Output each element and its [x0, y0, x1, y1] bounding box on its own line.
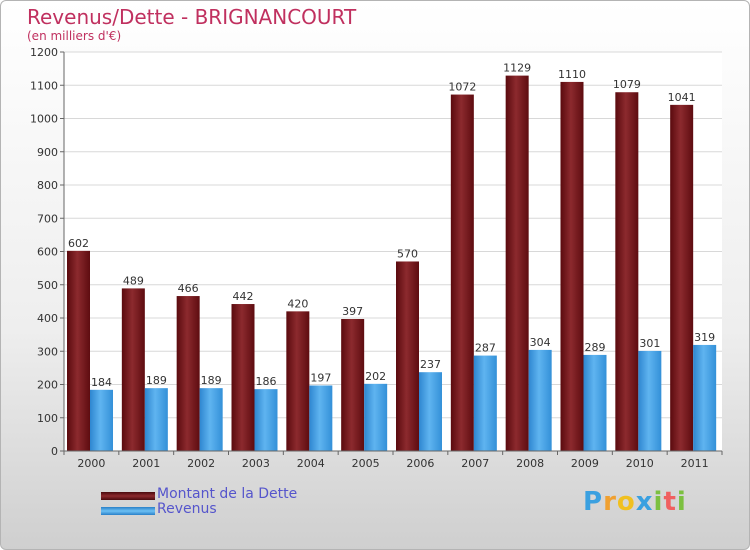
y-tick-label: 1200: [30, 46, 58, 59]
bar-dette: [341, 318, 365, 451]
legend-swatch-debt: [101, 492, 155, 500]
value-label-revenus: 304: [530, 336, 551, 349]
value-label-revenus: 237: [420, 358, 441, 371]
y-tick-label: 1000: [30, 113, 58, 126]
x-tick-label: 2006: [406, 457, 434, 470]
bar-dette: [396, 261, 419, 451]
x-tick-label: 2002: [187, 457, 215, 470]
y-tick-label: 600: [37, 246, 58, 259]
x-tick-label: 2010: [626, 457, 654, 470]
x-tick-label: 2011: [681, 457, 709, 470]
x-tick-label: 2004: [297, 457, 325, 470]
chart-title: Revenus/Dette - BRIGNANCOURT: [27, 5, 357, 29]
logo-letter: i: [653, 487, 664, 517]
y-tick-label: 1100: [30, 79, 58, 92]
logo-letter: t: [663, 487, 677, 517]
bar-dette: [450, 94, 474, 451]
bar-revenus: [90, 389, 113, 451]
legend-swatch-revenus: [101, 507, 155, 515]
value-label-revenus: 289: [585, 341, 606, 354]
chart-subtitle: (en milliers d'€): [27, 29, 122, 43]
y-tick-label: 800: [37, 179, 58, 192]
x-tick-label: 2007: [461, 457, 489, 470]
y-tick-label: 200: [37, 379, 58, 392]
logo-letter: i: [676, 487, 687, 517]
y-tick-label: 100: [37, 412, 58, 425]
bar-dette: [176, 296, 200, 451]
bar-revenus: [473, 355, 497, 451]
logo-letter: o: [616, 487, 636, 517]
value-label-dette: 442: [233, 290, 254, 303]
value-label-dette: 1041: [668, 91, 696, 104]
x-tick-label: 2009: [571, 457, 599, 470]
value-label-dette: 1129: [503, 62, 531, 75]
value-label-revenus: 186: [256, 375, 277, 388]
bar-revenus: [693, 344, 717, 451]
bar-dette: [560, 81, 584, 452]
logo-letter: r: [603, 487, 617, 517]
bar-dette: [121, 288, 145, 451]
value-label-dette: 420: [287, 297, 308, 310]
bar-revenus: [199, 388, 223, 451]
y-tick-label: 900: [37, 146, 58, 159]
logo-letter: P: [583, 487, 604, 517]
bar-dette: [615, 92, 639, 452]
value-label-revenus: 202: [365, 370, 386, 383]
bar-dette: [67, 250, 90, 451]
value-label-dette: 397: [342, 305, 363, 318]
y-tick-label: 300: [37, 345, 58, 358]
bar-revenus: [364, 383, 388, 451]
value-label-dette: 570: [397, 247, 418, 260]
value-label-dette: 602: [68, 237, 89, 250]
bar-revenus: [583, 354, 607, 451]
value-label-revenus: 197: [310, 371, 331, 384]
value-label-revenus: 287: [475, 342, 496, 355]
logo-letter: x: [635, 487, 654, 517]
bar-revenus: [528, 349, 552, 451]
value-label-dette: 489: [123, 274, 144, 287]
y-tick-label: 700: [37, 212, 58, 225]
legend-label-debt: Montant de la Dette: [157, 486, 298, 502]
legend-label-revenus: Revenus: [157, 501, 217, 517]
x-tick-label: 2000: [77, 457, 105, 470]
bar-dette: [231, 304, 255, 451]
bar-dette: [670, 104, 694, 452]
value-label-revenus: 301: [639, 337, 660, 350]
proxiti-logo: Proxiti: [583, 487, 687, 517]
value-label-revenus: 184: [91, 376, 112, 389]
value-label-dette: 1079: [613, 78, 641, 91]
y-tick-label: 500: [37, 279, 58, 292]
bar-dette: [286, 311, 310, 451]
bar-revenus: [254, 389, 278, 451]
value-label-dette: 466: [178, 282, 199, 295]
bar-revenus: [309, 385, 333, 451]
value-label-revenus: 189: [146, 374, 167, 387]
x-tick-label: 2001: [132, 457, 160, 470]
bar-revenus: [144, 388, 168, 451]
y-tick-label: 0: [51, 445, 58, 458]
value-label-dette: 1110: [558, 68, 586, 81]
value-label-revenus: 189: [201, 374, 222, 387]
bar-revenus: [638, 350, 662, 451]
bar-revenus: [419, 372, 442, 451]
value-label-dette: 1072: [448, 81, 476, 94]
y-tick-label: 400: [37, 312, 58, 325]
x-tick-label: 2005: [352, 457, 380, 470]
bar-dette: [505, 75, 529, 452]
x-tick-label: 2003: [242, 457, 270, 470]
x-tick-label: 2008: [516, 457, 544, 470]
value-label-revenus: 319: [694, 331, 715, 344]
